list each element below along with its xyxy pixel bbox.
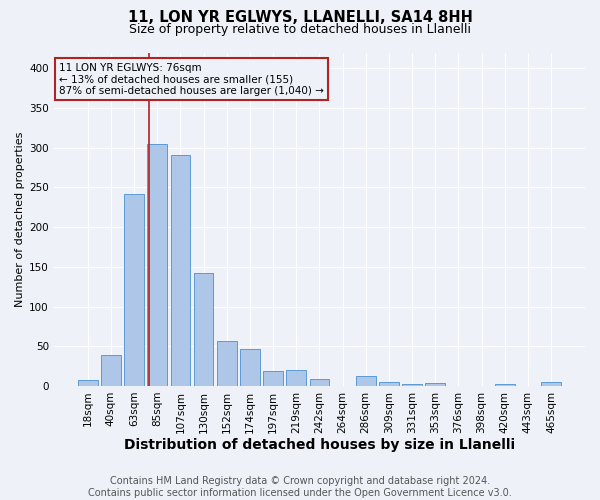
Bar (170, 155, 190, 386)
Text: Size of property relative to detached houses in Llanelli: Size of property relative to detached ho… (129, 22, 471, 36)
Bar (78, 380, 98, 386)
Text: Contains HM Land Registry data © Crown copyright and database right 2024.
Contai: Contains HM Land Registry data © Crown c… (88, 476, 512, 498)
Bar (240, 350, 260, 386)
Bar (263, 371, 283, 386)
Bar (101, 355, 121, 386)
Bar (124, 194, 144, 386)
Text: 11 LON YR EGLWYS: 76sqm
← 13% of detached houses are smaller (155)
87% of semi-d: 11 LON YR EGLWYS: 76sqm ← 13% of detache… (59, 62, 324, 96)
Bar (541, 382, 561, 386)
Y-axis label: Number of detached properties: Number of detached properties (15, 132, 25, 307)
Bar (194, 273, 214, 386)
Bar (425, 383, 445, 386)
Bar (495, 384, 515, 386)
Bar (310, 379, 329, 386)
Bar (379, 382, 399, 386)
Bar (402, 384, 422, 386)
X-axis label: Distribution of detached houses by size in Llanelli: Distribution of detached houses by size … (124, 438, 515, 452)
Text: 11, LON YR EGLWYS, LLANELLI, SA14 8HH: 11, LON YR EGLWYS, LLANELLI, SA14 8HH (128, 10, 472, 25)
Bar (148, 144, 167, 386)
Bar (356, 376, 376, 386)
Bar (217, 342, 236, 386)
Bar (286, 370, 306, 386)
